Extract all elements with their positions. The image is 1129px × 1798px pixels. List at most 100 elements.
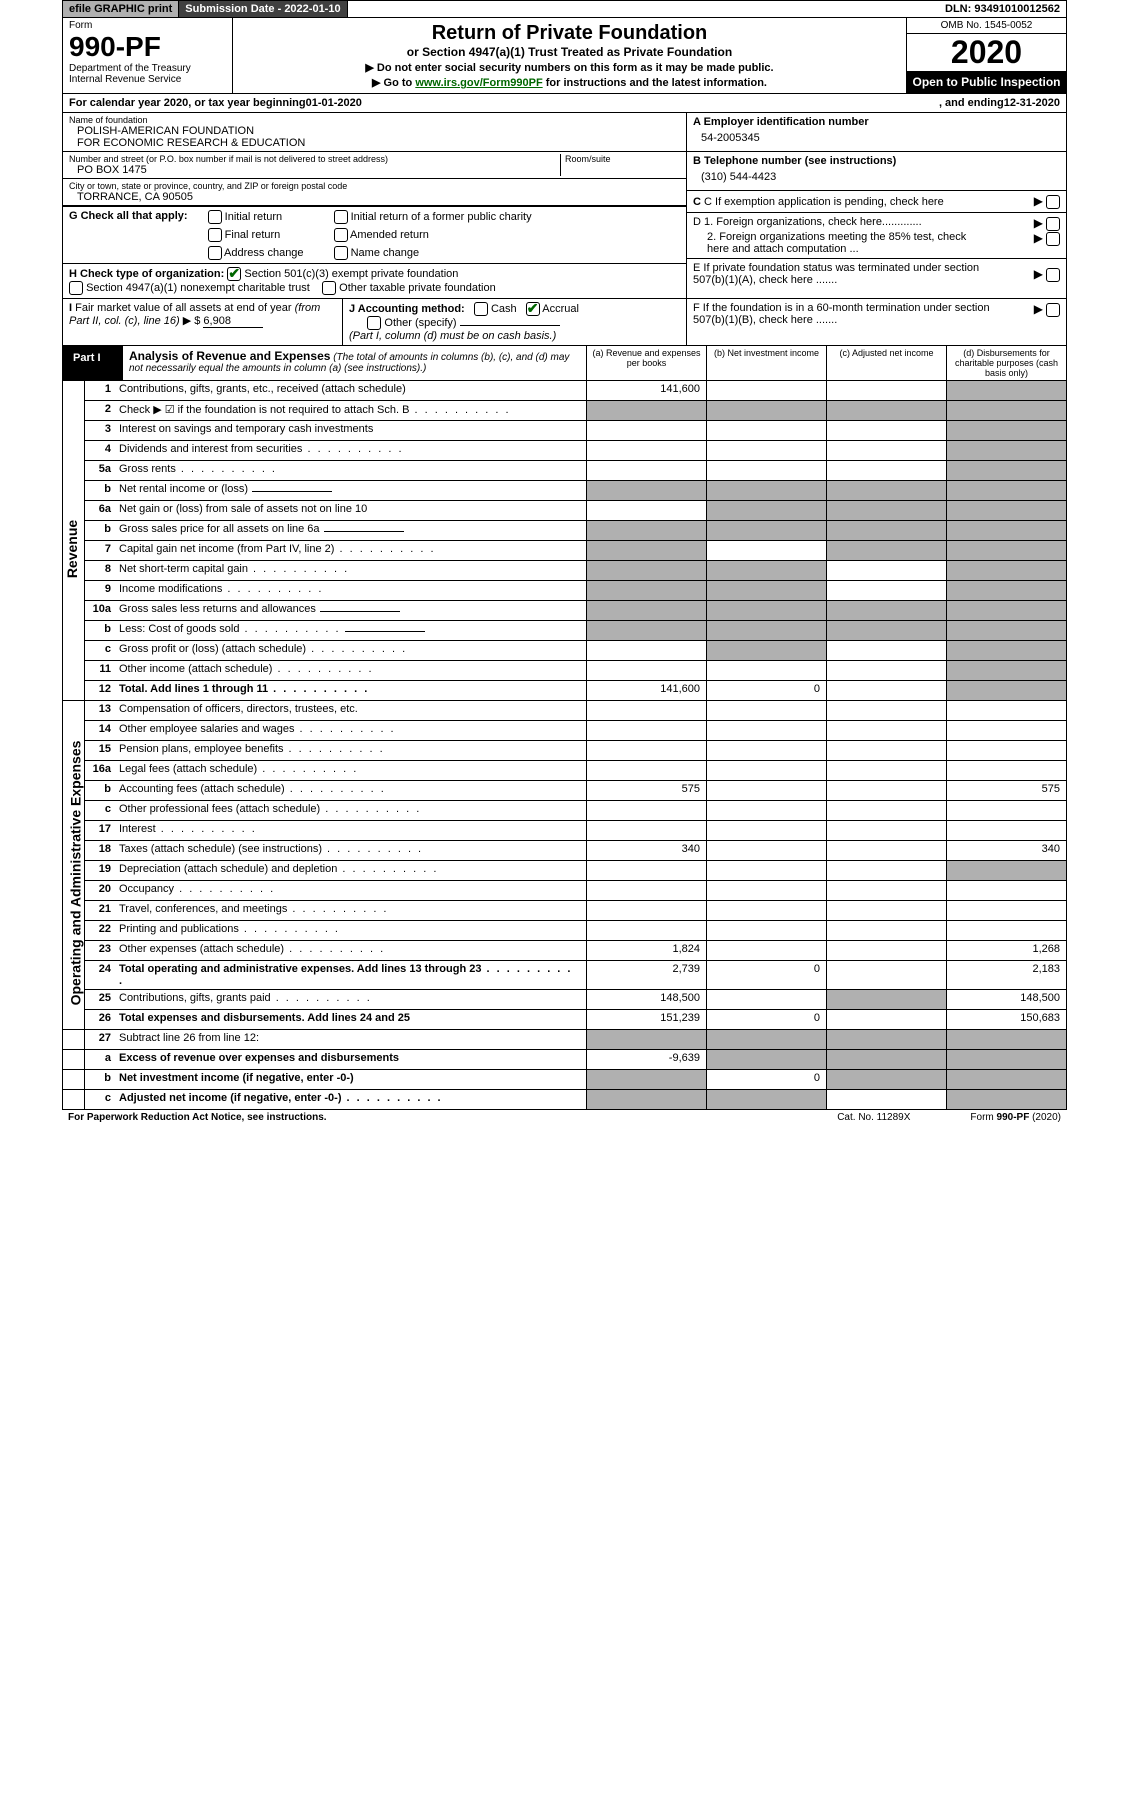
col-d bbox=[946, 461, 1066, 480]
line-desc: Pension plans, employee benefits bbox=[115, 741, 586, 760]
line-6b: b Gross sales price for all assets on li… bbox=[84, 521, 1067, 541]
col-a bbox=[586, 1070, 706, 1089]
line-8: 8 Net short-term capital gain bbox=[84, 561, 1067, 581]
501c3-checkbox[interactable] bbox=[227, 267, 241, 281]
col-a bbox=[586, 741, 706, 760]
col-b bbox=[706, 761, 826, 780]
col-a: 2,739 bbox=[586, 961, 706, 989]
col-a bbox=[586, 861, 706, 880]
line-desc: Adjusted net income (if negative, enter … bbox=[115, 1090, 586, 1109]
line-desc: Total. Add lines 1 through 11 bbox=[115, 681, 586, 700]
other-method-checkbox[interactable] bbox=[367, 316, 381, 330]
line-10b: b Less: Cost of goods sold bbox=[84, 621, 1067, 641]
line-num: c bbox=[85, 641, 115, 660]
4947-checkbox[interactable] bbox=[69, 281, 83, 295]
tax-year: 2020 bbox=[907, 34, 1066, 71]
line-10c: c Gross profit or (loss) (attach schedul… bbox=[84, 641, 1067, 661]
status-terminated-checkbox[interactable] bbox=[1046, 268, 1060, 282]
line-11: 11 Other income (attach schedule) bbox=[84, 661, 1067, 681]
col-c bbox=[826, 821, 946, 840]
line-desc: Printing and publications bbox=[115, 921, 586, 940]
cash-checkbox[interactable] bbox=[474, 302, 488, 316]
section-g-label: G Check all that apply: bbox=[69, 210, 188, 260]
col-d bbox=[946, 861, 1066, 880]
col-d bbox=[946, 561, 1066, 580]
line-5b: b Net rental income or (loss) bbox=[84, 481, 1067, 501]
amended-return-checkbox[interactable] bbox=[334, 228, 348, 242]
line-3: 3 Interest on savings and temporary cash… bbox=[84, 421, 1067, 441]
line-desc: Compensation of officers, directors, tru… bbox=[115, 701, 586, 720]
expenses-side-label: Operating and Administrative Expenses bbox=[67, 741, 83, 1006]
col-b bbox=[706, 421, 826, 440]
irs-link[interactable]: www.irs.gov/Form990PF bbox=[415, 77, 542, 89]
exemption-pending-checkbox[interactable] bbox=[1046, 195, 1060, 209]
col-b bbox=[706, 781, 826, 800]
line-22: 22 Printing and publications bbox=[84, 921, 1067, 941]
line-num: 8 bbox=[85, 561, 115, 580]
col-d bbox=[946, 1070, 1066, 1089]
line-num: 15 bbox=[85, 741, 115, 760]
line-12: 12 Total. Add lines 1 through 11 141,600… bbox=[84, 681, 1067, 701]
line-19: 19 Depreciation (attach schedule) and de… bbox=[84, 861, 1067, 881]
col-b bbox=[706, 661, 826, 680]
col-d-header: (d) Disbursements for charitable purpose… bbox=[946, 346, 1066, 380]
col-d bbox=[946, 721, 1066, 740]
foreign-85-checkbox[interactable] bbox=[1046, 232, 1060, 246]
final-return-checkbox[interactable] bbox=[208, 228, 222, 242]
line-num: 24 bbox=[85, 961, 115, 989]
col-d bbox=[946, 481, 1066, 500]
line-desc: Other expenses (attach schedule) bbox=[115, 941, 586, 960]
name-change-checkbox[interactable] bbox=[334, 246, 348, 260]
section-f-label: F If the foundation is in a 60-month ter… bbox=[693, 302, 993, 342]
line-num: 17 bbox=[85, 821, 115, 840]
section-e-label: E If private foundation status was termi… bbox=[693, 262, 993, 286]
form-number-footer: Form 990-PF (2020) bbox=[970, 1112, 1061, 1123]
line-num: c bbox=[85, 801, 115, 820]
col-a bbox=[586, 521, 706, 540]
line-16c: c Other professional fees (attach schedu… bbox=[84, 801, 1067, 821]
initial-former-checkbox[interactable] bbox=[334, 210, 348, 224]
col-d bbox=[946, 441, 1066, 460]
dln: DLN: 93491010012562 bbox=[939, 1, 1066, 17]
col-d: 340 bbox=[946, 841, 1066, 860]
line-23: 23 Other expenses (attach schedule) 1,82… bbox=[84, 941, 1067, 961]
col-b: 0 bbox=[706, 961, 826, 989]
foreign-org-checkbox[interactable] bbox=[1046, 217, 1060, 231]
col-c bbox=[826, 901, 946, 920]
col-d bbox=[946, 1090, 1066, 1109]
line-desc: Occupancy bbox=[115, 881, 586, 900]
col-b: 0 bbox=[706, 1070, 826, 1089]
initial-return-checkbox[interactable] bbox=[208, 210, 222, 224]
line-desc: Gross profit or (loss) (attach schedule) bbox=[115, 641, 586, 660]
city-state-zip: TORRANCE, CA 90505 bbox=[69, 191, 680, 203]
col-a bbox=[586, 1090, 706, 1109]
phone-label: B Telephone number (see instructions) bbox=[693, 155, 1060, 167]
submission-date: Submission Date - 2022-01-10 bbox=[179, 1, 347, 17]
line-16b: b Accounting fees (attach schedule) 575 … bbox=[84, 781, 1067, 801]
line-num: 16a bbox=[85, 761, 115, 780]
line-num: b bbox=[85, 621, 115, 640]
line-num: 13 bbox=[85, 701, 115, 720]
col-d bbox=[946, 741, 1066, 760]
col-c bbox=[826, 1010, 946, 1029]
line-27: 27 Subtract line 26 from line 12: bbox=[62, 1030, 1067, 1050]
efile-print-button[interactable]: efile GRAPHIC print bbox=[63, 1, 179, 17]
accrual-checkbox[interactable] bbox=[526, 302, 540, 316]
address: PO BOX 1475 bbox=[69, 164, 560, 176]
col-a bbox=[586, 641, 706, 660]
address-change-checkbox[interactable] bbox=[208, 246, 222, 260]
col-a bbox=[586, 621, 706, 640]
col-d bbox=[946, 521, 1066, 540]
line-2: 2 Check ▶ ☑ if the foundation is not req… bbox=[84, 401, 1067, 421]
col-b bbox=[706, 381, 826, 400]
col-c bbox=[826, 961, 946, 989]
line-num: 5a bbox=[85, 461, 115, 480]
other-taxable-checkbox[interactable] bbox=[322, 281, 336, 295]
line-num: 4 bbox=[85, 441, 115, 460]
line-num: 11 bbox=[85, 661, 115, 680]
col-b bbox=[706, 921, 826, 940]
60month-checkbox[interactable] bbox=[1046, 303, 1060, 317]
line-desc: Other income (attach schedule) bbox=[115, 661, 586, 680]
line-num: 14 bbox=[85, 721, 115, 740]
col-c bbox=[826, 581, 946, 600]
